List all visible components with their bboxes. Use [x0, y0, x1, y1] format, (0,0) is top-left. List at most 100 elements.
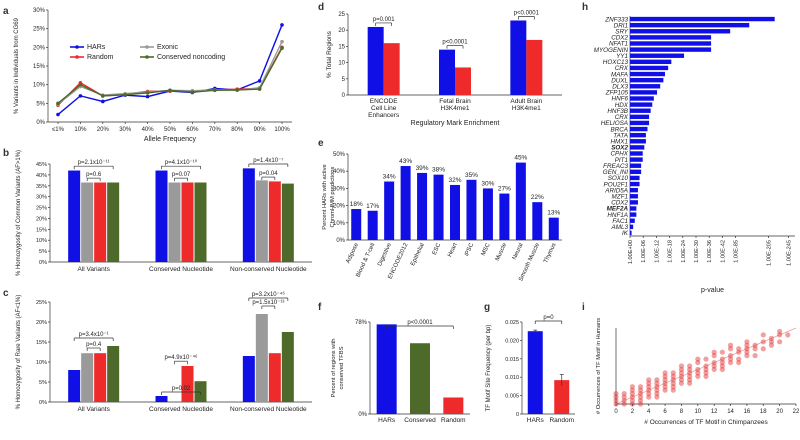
panel-d-bar	[367, 26, 384, 95]
panel-i-data-point	[629, 391, 635, 397]
panel-c-bar	[94, 353, 107, 402]
panel-i-data-point	[703, 366, 709, 373]
panel-i-data-point	[736, 349, 742, 355]
panel-d-x-tick-label: ENCODE	[370, 98, 398, 105]
panel-e-x-tick-label: Muscle	[495, 242, 509, 262]
panel-h-y-tick-label: DLX3	[612, 83, 628, 90]
panel-h-y-tick-label: ZFP105	[605, 90, 629, 97]
panel-label-d: d	[318, 2, 324, 13]
panel-i-data-point	[695, 356, 701, 362]
panel-b-bar	[255, 180, 268, 262]
panel-i-y-axis-label: # Occurrences of TF Motif in Humans	[596, 318, 602, 414]
panel-i-data-point	[777, 328, 783, 335]
panel-b-x-tick-label: Conserved Nucleotide	[149, 266, 213, 273]
panel-i-data-point	[687, 380, 693, 386]
panel-h-y-tick-label: SOX2	[611, 145, 628, 152]
panel-i-data-point	[629, 394, 635, 400]
panel-a-legend-label: HARs	[87, 44, 106, 51]
panel-a-x-tick-label: 100%	[274, 127, 290, 133]
panel-i-x-tick-label: 4	[647, 409, 651, 415]
panel-e-y-tick-label: 10%	[333, 221, 346, 227]
panel-i-data-point	[760, 339, 766, 345]
panel-e-data-label: 35%	[465, 172, 478, 179]
panel-b-bar	[268, 181, 281, 262]
panel-i-data-point	[736, 359, 742, 366]
panel-a-data-point	[168, 88, 172, 93]
panel-h-y-tick-label: HOXC13	[603, 59, 629, 66]
panel-e-data-label: 27%	[498, 186, 511, 193]
panel-b-bar	[94, 182, 107, 262]
panel-h-x-tick-label: 1.00E-06	[641, 240, 647, 263]
panel-a-data-point	[213, 88, 217, 93]
panel-e-bar	[351, 209, 362, 240]
panel-i-x-axis-label: # Occurrences of TF Motif in Chimpanzees	[644, 419, 768, 426]
panel-label-e: e	[318, 138, 324, 149]
panel-b-y-tick-label: 40%	[36, 173, 47, 179]
panel-b-bar	[181, 182, 194, 262]
panel-f-bar	[443, 397, 464, 414]
panel-label-g: g	[484, 302, 490, 313]
panel-b-y-tick-label: 15%	[36, 227, 47, 233]
panel-f-y-tick-label: 0%	[358, 412, 367, 418]
panel-a-x-tick-label: 40%	[142, 127, 155, 133]
panel-b-y-tick-label: 10%	[36, 238, 47, 244]
panel-a-series-line	[57, 41, 283, 105]
panel-f-x-tick-label: HARs	[378, 417, 396, 424]
panel-e-y-tick-label: 20%	[333, 204, 346, 210]
panel-d-bar	[383, 43, 400, 95]
panel-label-b: b	[3, 148, 9, 159]
panel-h-y-tick-label: DRI1	[614, 22, 628, 29]
panel-i-data-point	[637, 397, 644, 404]
panel-h-y-tick-label: CDX2	[611, 35, 628, 42]
panel-f-x-tick-label: Random	[441, 417, 466, 424]
panel-i-data-point	[727, 353, 734, 359]
panel-i-data-point	[719, 359, 725, 366]
panel-b-bar	[242, 168, 255, 262]
panel-e-data-label: 34%	[383, 174, 396, 181]
panel-h-bar	[630, 96, 654, 101]
panel-c-y-tick-label: 20%	[36, 320, 47, 326]
panel-e-bar	[532, 202, 543, 240]
panel-e-data-label: 17%	[366, 203, 379, 210]
panel-e-y-axis-label: ChromHMM predictions	[330, 166, 336, 227]
panel-i-data-point	[744, 339, 750, 345]
panel-h-bar	[630, 77, 664, 83]
panel-h-bar	[630, 22, 750, 28]
panel-f-bar	[376, 324, 397, 414]
panel-e-data-label: 39%	[416, 165, 429, 172]
panel-c-y-tick-label: 0%	[39, 400, 47, 406]
panel-i-data-point	[621, 401, 627, 407]
panel-c-bar	[155, 396, 168, 402]
panel-a-y-tick-label: 10%	[33, 83, 46, 89]
panel-a-y-tick-label: 0%	[36, 120, 45, 126]
panel-h-bar	[630, 59, 672, 65]
panel-e-x-tick-label: ESC	[432, 242, 443, 256]
panel-d-x-tick-label: Adult Brain	[510, 98, 542, 105]
panel-g-y-tick-label: 0	[516, 412, 519, 418]
panel-b-y-tick-label: 5%	[39, 249, 47, 255]
panel-h-bar	[630, 224, 634, 230]
panel-a-y-axis-label: % Variants in Individuals from CG69	[14, 17, 20, 114]
panel-h-bar	[630, 47, 712, 52]
panel-h-y-tick-label: HELIOSA	[601, 120, 628, 127]
panel-e-y-tick-label: 50%	[333, 152, 346, 158]
panel-b-bar	[81, 182, 94, 262]
panel-d-bar	[455, 67, 471, 95]
panel-i-data-point	[711, 359, 717, 366]
panel-i-x-tick-label: 6	[663, 409, 667, 415]
panel-b-bar	[68, 170, 81, 262]
panel-c-pvalue-label: p=0.02	[172, 386, 191, 392]
panel-h-x-tick-label: 1.00E-30	[694, 240, 700, 263]
panel-e-x-tick-label: MSC	[481, 242, 492, 257]
panel-a-y-tick-label: 15%	[33, 64, 46, 70]
panel-i-data-point	[646, 384, 652, 390]
panel-i-data-point	[687, 363, 693, 369]
panel-e-bar	[384, 181, 395, 240]
panel-d-x-axis-label: Regulatory Mark Enrichment	[411, 120, 500, 127]
panel-h-y-tick-label: MEF2A	[607, 206, 629, 213]
panel-e-data-label: 32%	[448, 177, 461, 184]
panel-h-y-tick-label: HNF6	[612, 96, 629, 103]
panel-a-x-tick-label: 70%	[209, 127, 222, 133]
panel-h-bar	[630, 65, 669, 71]
